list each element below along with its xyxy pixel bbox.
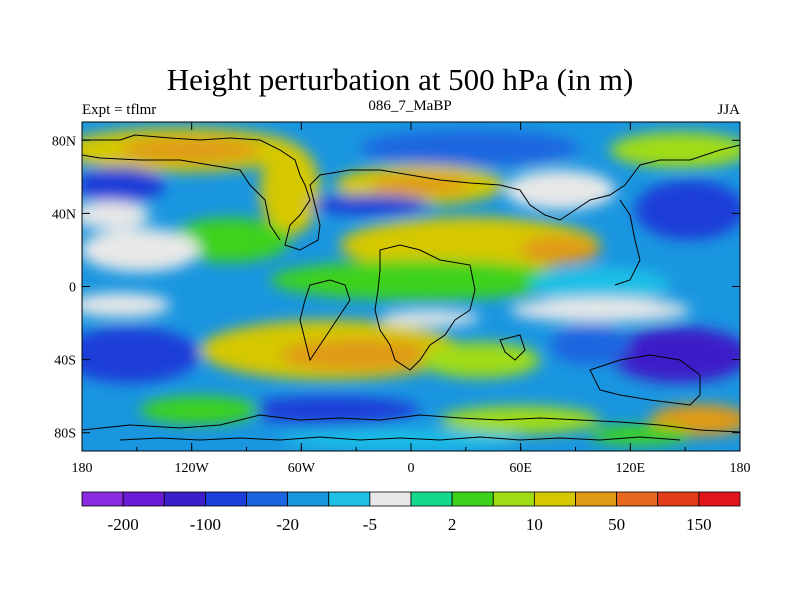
colorbar-label: -200 xyxy=(108,515,139,534)
field-blob xyxy=(280,430,520,450)
colorbar-swatch xyxy=(369,491,412,507)
field-blob xyxy=(370,175,470,195)
colorbar-label: 150 xyxy=(686,515,712,534)
coastline xyxy=(374,244,476,371)
coastline xyxy=(299,279,351,362)
y-tick-label: 80N xyxy=(52,134,76,149)
field-blob xyxy=(505,170,615,210)
field-blob xyxy=(310,195,430,215)
field-blob xyxy=(140,396,260,424)
field-blob xyxy=(170,218,290,262)
colorbar-label: -100 xyxy=(190,515,221,534)
y-tick-label: 40S xyxy=(54,354,76,369)
colorbar-swatch xyxy=(328,491,371,507)
field-blob xyxy=(590,425,690,445)
field-blob xyxy=(82,201,150,229)
colorbar-swatch xyxy=(81,491,124,507)
field-blob xyxy=(550,325,630,365)
coastlines xyxy=(82,134,740,441)
x-tick-label: 0 xyxy=(408,461,415,476)
y-tick-label: 80S xyxy=(54,427,76,442)
x-tick-label: 180 xyxy=(72,461,93,476)
colorbar-swatch xyxy=(410,491,453,507)
period-label: 086_7_MaBP xyxy=(368,98,452,114)
colorbar-swatch xyxy=(533,491,576,507)
field-blob xyxy=(270,260,570,300)
colorbar-swatch xyxy=(122,491,165,507)
field-blob xyxy=(82,167,165,203)
field-blob xyxy=(530,267,670,303)
field-blob xyxy=(82,293,170,317)
field-blob xyxy=(440,406,600,434)
x-tick-label: 60E xyxy=(509,461,532,476)
field-blobs xyxy=(82,128,740,450)
x-tick-label: 120W xyxy=(175,461,210,476)
colorbar-swatch xyxy=(287,491,330,507)
y-tick-label: 40N xyxy=(52,207,76,222)
colorbar-swatch xyxy=(657,491,700,507)
field-blob xyxy=(610,132,740,168)
colorbar-swatch xyxy=(575,491,618,507)
field-blob xyxy=(260,145,320,235)
field-blob xyxy=(610,327,740,383)
coastline xyxy=(119,436,681,441)
field-blob xyxy=(280,339,440,371)
field-blob xyxy=(240,396,420,424)
colorbar-label: 2 xyxy=(448,515,457,534)
colorbar-label: 50 xyxy=(608,515,625,534)
x-tick-label: 180 xyxy=(730,461,751,476)
field-blob xyxy=(420,342,540,378)
colorbar-swatch xyxy=(204,491,247,507)
field-blob xyxy=(360,130,580,166)
x-tick-label: 120E xyxy=(616,461,646,476)
colorbar-swatch xyxy=(163,491,206,507)
colorbar-label: -5 xyxy=(363,515,377,534)
coastline xyxy=(589,354,701,406)
field-blob xyxy=(120,138,260,162)
coastline xyxy=(82,134,740,251)
colorbar-swatch xyxy=(616,491,659,507)
field-blob xyxy=(380,310,480,326)
field-blob xyxy=(82,228,200,272)
colorbar-label: 10 xyxy=(526,515,543,534)
y-tick-label: 0 xyxy=(69,281,76,296)
experiment-label: Expt = tflmr xyxy=(82,102,157,118)
colorbar-swatch xyxy=(246,491,289,507)
field-blob xyxy=(520,236,600,264)
coastline xyxy=(614,199,641,286)
chart-title: Height perturbation at 500 hPa (in m) xyxy=(166,62,634,97)
colorbar: -200 -100 -20 -5 2 10 50 150 xyxy=(81,491,741,534)
coastline xyxy=(499,334,526,361)
colorbar-swatch xyxy=(492,491,535,507)
field-blob xyxy=(635,180,740,240)
season-label: JJA xyxy=(717,102,740,118)
colorbar-swatch xyxy=(451,491,494,507)
coastline xyxy=(82,154,281,241)
colorbar-label: -20 xyxy=(276,515,299,534)
x-tick-label: 60W xyxy=(288,461,316,476)
coastline xyxy=(82,414,740,433)
axes: 180 120W 60W 0 60E 120E 180 80N 40N 0 40S 80S xyxy=(52,122,751,476)
map-field xyxy=(82,122,740,451)
colorbar-swatch xyxy=(698,491,741,507)
field-blob xyxy=(82,327,200,383)
field-blob xyxy=(510,298,690,322)
